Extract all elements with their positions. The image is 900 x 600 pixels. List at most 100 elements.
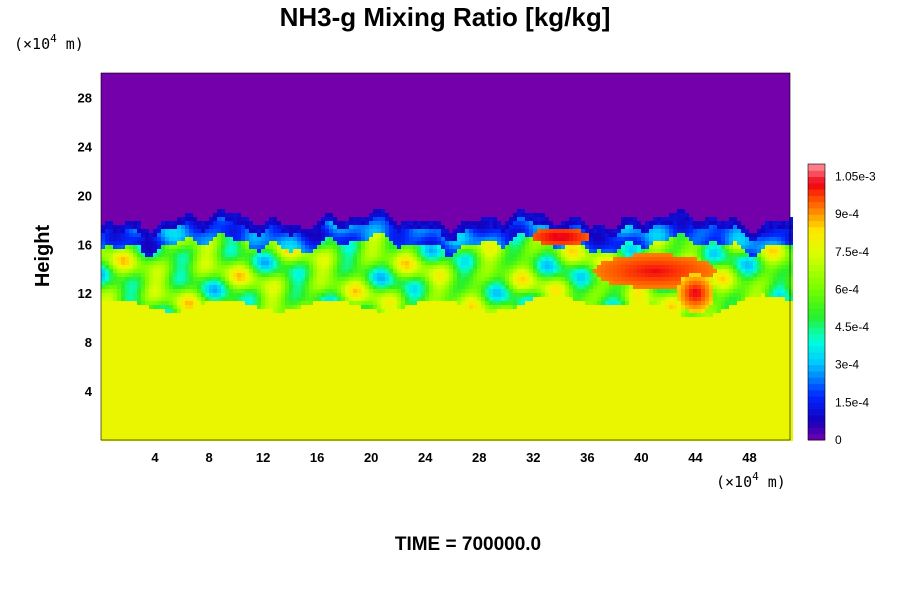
field-cell (269, 329, 273, 333)
field-cell (289, 341, 293, 345)
field-cell (241, 261, 245, 265)
field-cell (445, 417, 449, 421)
field-cell (429, 297, 433, 301)
field-cell (405, 345, 409, 349)
field-cell (417, 277, 421, 281)
field-cell (405, 293, 409, 297)
field-cell (101, 285, 105, 289)
field-cell (141, 417, 145, 421)
field-cell (265, 385, 269, 389)
field-cell (237, 253, 241, 257)
field-cell (177, 433, 181, 437)
field-cell (129, 357, 133, 361)
field-cell (341, 249, 345, 253)
field-cell (141, 325, 145, 329)
field-cell (453, 433, 457, 437)
field-cell (133, 389, 137, 393)
field-cell (121, 285, 125, 289)
field-cell (237, 381, 241, 385)
field-cell (389, 233, 393, 237)
field-cell (249, 397, 253, 401)
field-cell (153, 349, 157, 353)
field-cell (429, 433, 433, 437)
field-cell (341, 417, 345, 421)
field-cell (225, 389, 229, 393)
field-cell (109, 277, 113, 281)
field-cell (237, 337, 241, 341)
field-cell (433, 285, 437, 289)
field-cell (381, 309, 385, 313)
field-cell (397, 345, 401, 349)
field-cell (321, 413, 325, 417)
field-cell (237, 361, 241, 365)
field-cell (425, 261, 429, 265)
field-cell (165, 233, 169, 237)
field-cell (421, 325, 425, 329)
field-cell (377, 429, 381, 433)
field-cell (353, 249, 357, 253)
field-cell (145, 409, 149, 413)
field-cell (457, 233, 461, 237)
field-cell (421, 293, 425, 297)
field-cell (101, 301, 105, 305)
field-cell (457, 225, 461, 229)
field-cell (373, 413, 377, 417)
field-cell (373, 313, 377, 317)
field-cell (429, 285, 433, 289)
field-cell (377, 413, 381, 417)
field-cell (249, 233, 253, 237)
field-cell (137, 437, 141, 441)
field-cell (113, 241, 117, 245)
field-cell (265, 349, 269, 353)
field-cell (393, 357, 397, 361)
field-cell (141, 309, 145, 313)
field-cell (121, 317, 125, 321)
field-cell (221, 393, 225, 397)
field-cell (353, 257, 357, 261)
field-cell (397, 405, 401, 409)
field-cell (309, 429, 313, 433)
field-cell (377, 361, 381, 365)
field-cell (113, 329, 117, 333)
field-cell (205, 341, 209, 345)
field-cell (397, 377, 401, 381)
field-cell (145, 361, 149, 365)
field-cell (409, 389, 413, 393)
field-cell (385, 333, 389, 337)
field-cell (301, 381, 305, 385)
field-cell (421, 397, 425, 401)
field-cell (313, 325, 317, 329)
field-cell (449, 265, 453, 269)
field-cell (149, 289, 153, 293)
field-cell (397, 433, 401, 437)
field-cell (137, 341, 141, 345)
field-cell (113, 233, 117, 237)
field-cell (337, 261, 341, 265)
field-cell (305, 337, 309, 341)
field-cell (317, 253, 321, 257)
field-cell (121, 337, 125, 341)
field-cell (169, 433, 173, 437)
field-cell (277, 357, 281, 361)
field-cell (349, 357, 353, 361)
field-cell (341, 361, 345, 365)
field-cell (337, 241, 341, 245)
field-cell (281, 353, 285, 357)
field-cell (441, 393, 445, 397)
field-cell (189, 333, 193, 337)
field-cell (245, 413, 249, 417)
field-cell (369, 361, 373, 365)
field-cell (233, 389, 237, 393)
field-cell (361, 421, 365, 425)
field-cell (201, 349, 205, 353)
field-cell (265, 265, 269, 269)
field-cell (297, 357, 301, 361)
field-cell (105, 381, 109, 385)
field-cell (165, 341, 169, 345)
field-cell (317, 397, 321, 401)
field-cell (457, 357, 461, 361)
field-cell (173, 409, 177, 413)
field-cell (437, 273, 441, 277)
field-cell (405, 241, 409, 245)
field-cell (233, 373, 237, 377)
